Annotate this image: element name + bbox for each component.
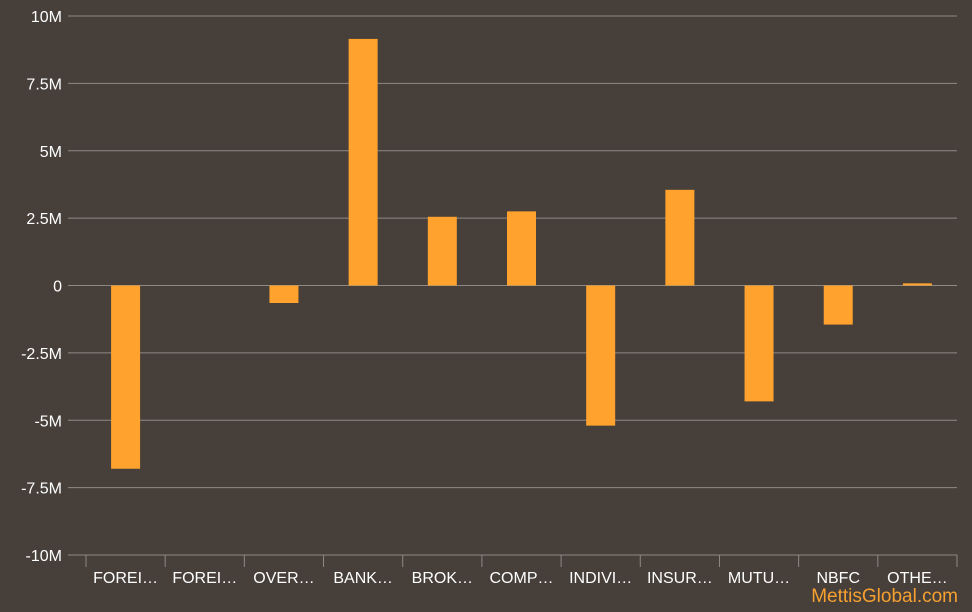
y-tick-label: 5M — [40, 144, 62, 161]
x-category-label: FOREI… — [172, 570, 237, 587]
x-axis-category-labels: FOREI… FOREI… OVER… BANK… BROK… COMP… INDIVI… I… — [93, 570, 947, 587]
bar — [269, 285, 299, 304]
x-category-label: COMP… — [490, 570, 554, 587]
bar — [744, 285, 774, 402]
x-category-label: BANK… — [333, 570, 393, 587]
y-tick-label: 7.5M — [26, 76, 62, 93]
y-axis-tick-labels: 10M 7.5M 5M 2.5M 0 -2.5M -5M -7.5M -10M — [21, 9, 62, 565]
bar — [823, 285, 853, 325]
watermark-text: MettisGlobal.com — [811, 586, 958, 607]
y-tick-label: -7.5M — [21, 481, 62, 498]
bar — [665, 189, 695, 286]
x-category-label: INDIVI… — [569, 570, 632, 587]
x-axis — [85, 555, 958, 567]
x-category-label: INSUR… — [647, 570, 713, 587]
bar — [427, 216, 457, 286]
x-category-label: BROK… — [412, 570, 473, 587]
bar — [902, 283, 932, 286]
y-tick-label: 0 — [53, 279, 62, 296]
x-category-label: FOREI… — [93, 570, 158, 587]
y-tick-label: 2.5M — [26, 211, 62, 228]
y-tick-label: 10M — [31, 9, 62, 26]
bars — [111, 38, 932, 469]
x-category-label: NBFC — [816, 570, 860, 587]
bar — [348, 38, 378, 286]
y-tick-label: -10M — [26, 548, 62, 565]
bar — [111, 285, 141, 469]
bar — [586, 285, 616, 426]
y-tick-label: -2.5M — [21, 346, 62, 363]
y-tick-label: -5M — [34, 413, 62, 430]
x-category-label: OVER… — [253, 570, 314, 587]
x-category-label: MUTU… — [728, 570, 790, 587]
x-category-label: OTHE… — [887, 570, 947, 587]
bar — [507, 211, 536, 286]
